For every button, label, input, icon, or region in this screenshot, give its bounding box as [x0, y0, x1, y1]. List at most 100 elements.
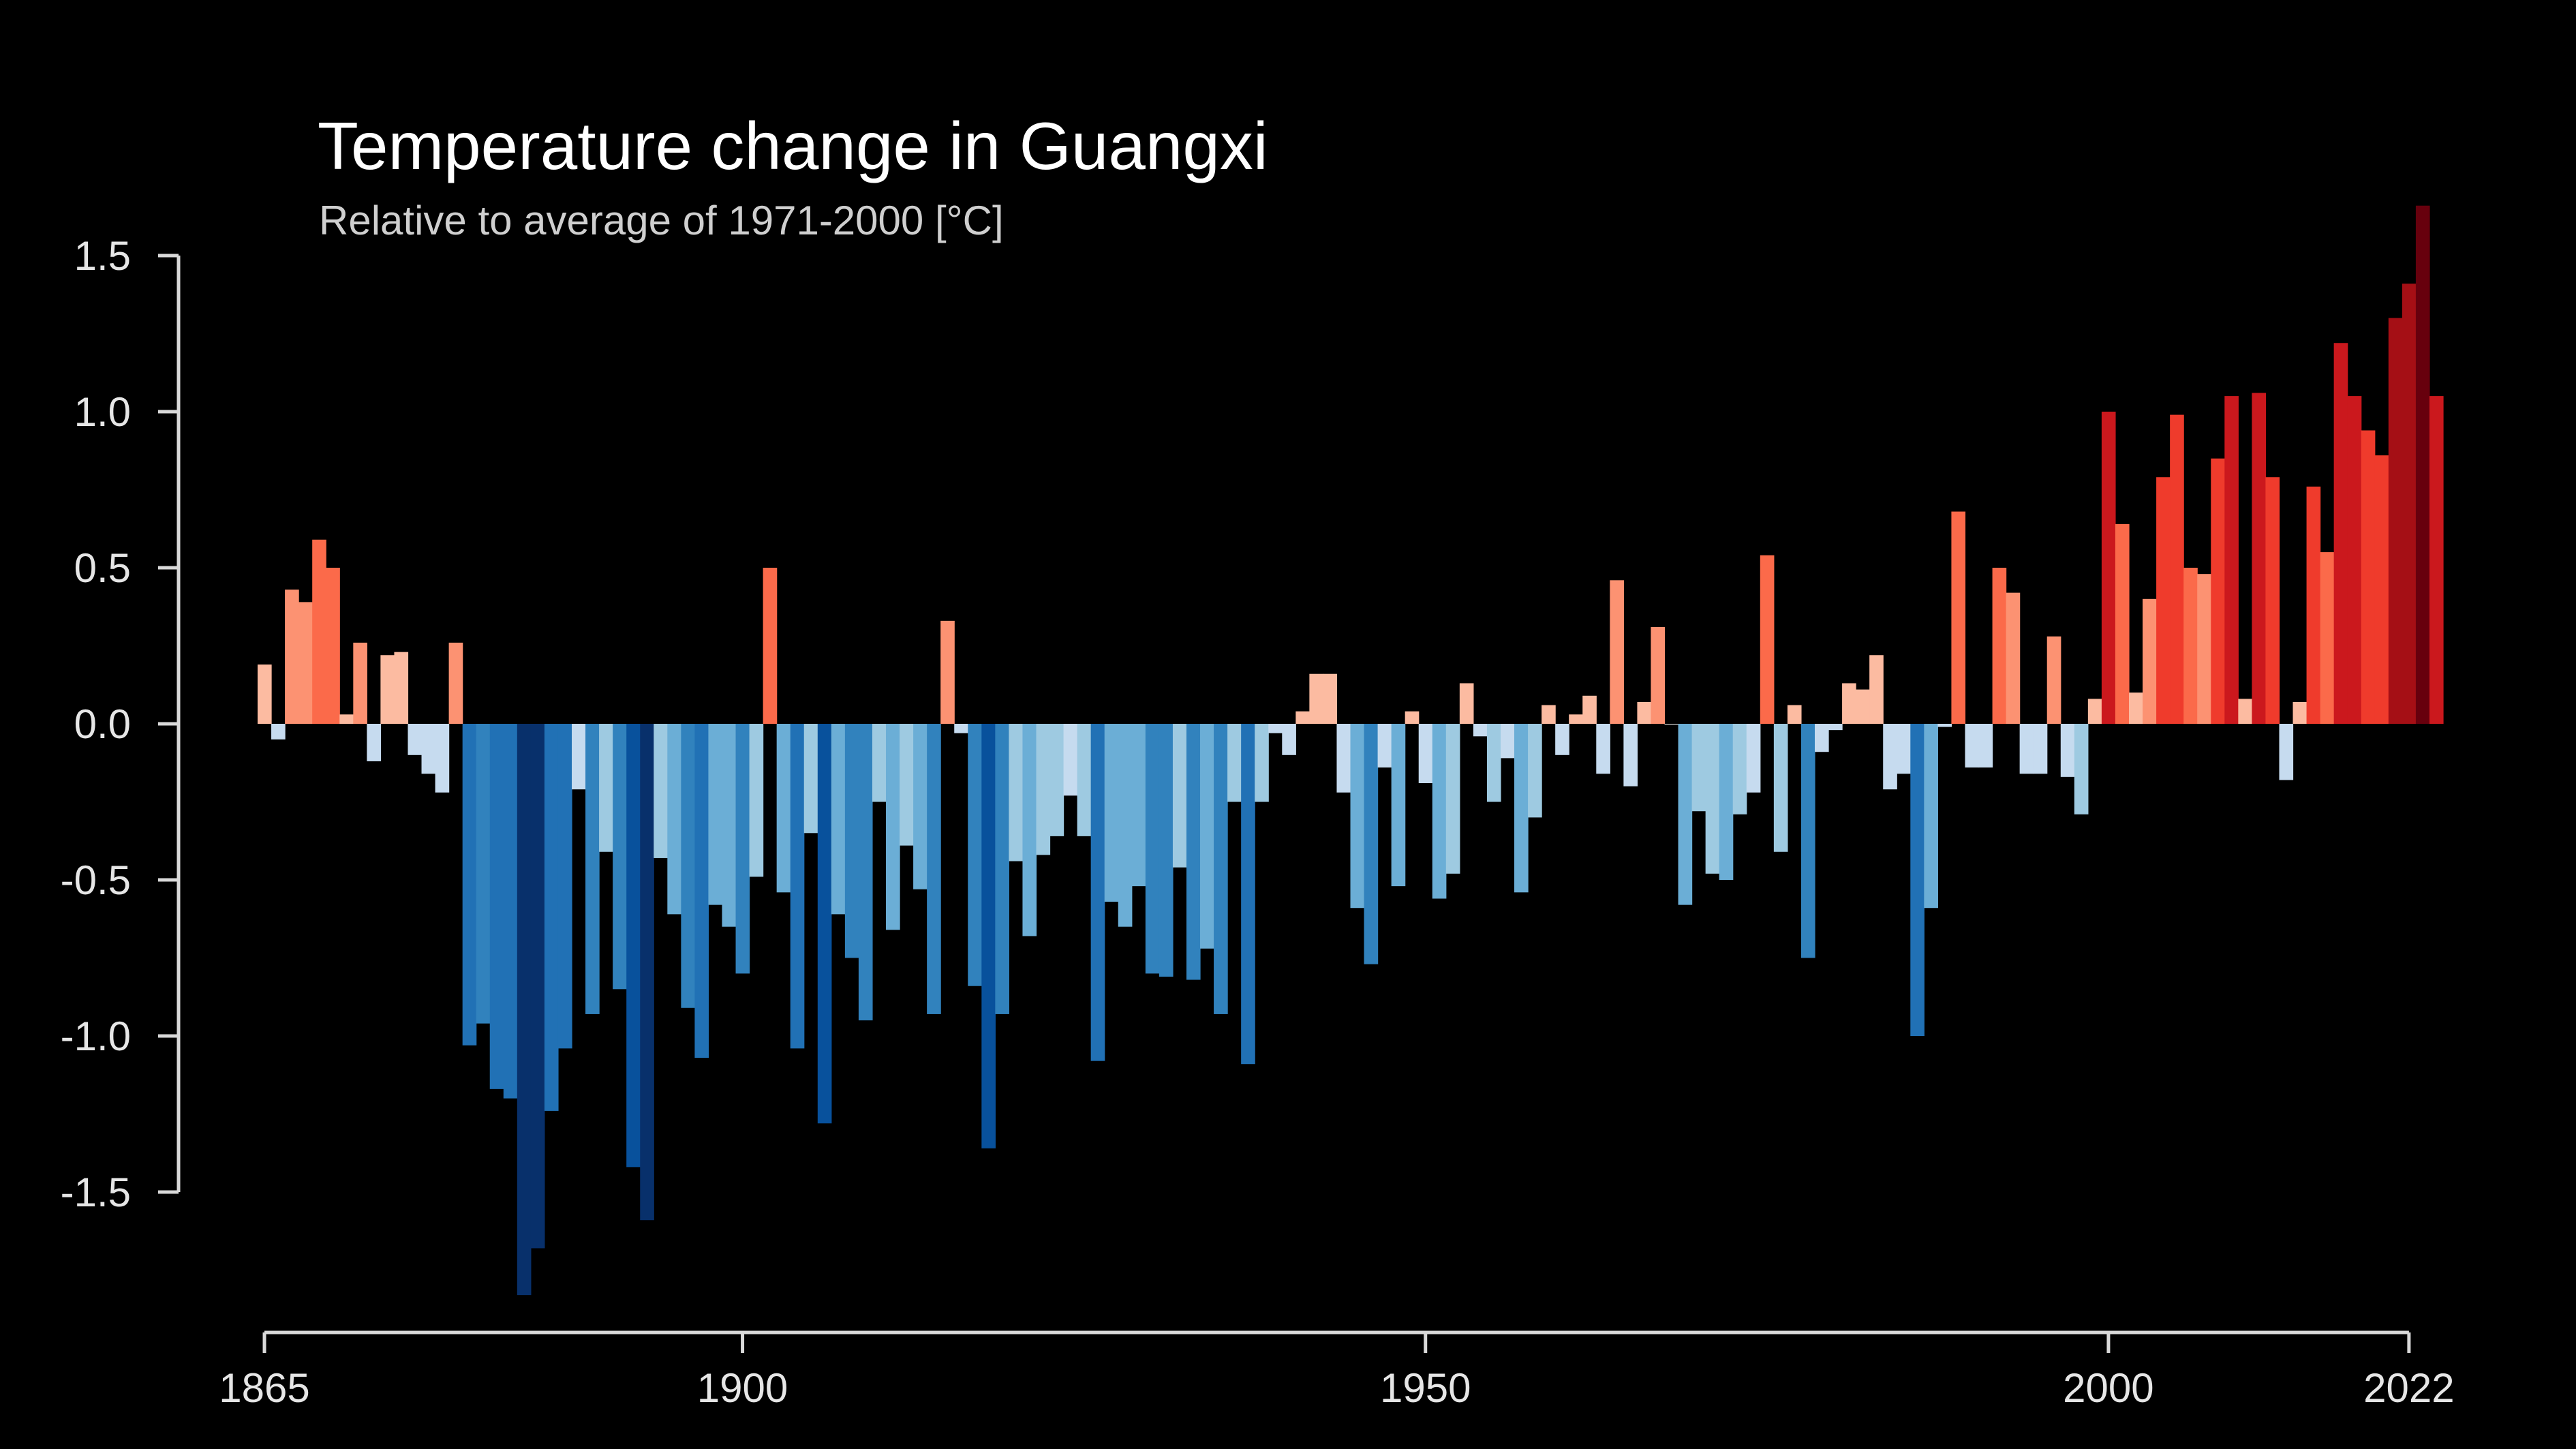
bar-2011	[2252, 393, 2267, 724]
bar-1883	[503, 724, 518, 1099]
bar-1991	[1978, 724, 1993, 768]
bar-1974	[1746, 724, 1761, 793]
bar-1946	[1364, 724, 1379, 964]
bar-1942	[1309, 673, 1324, 724]
bar-2024	[2429, 396, 2444, 724]
bar-2012	[2265, 477, 2280, 724]
bar-1904	[790, 724, 805, 1049]
bar-2019	[2361, 430, 2376, 724]
bar-1893	[640, 724, 654, 1221]
bar-1882	[489, 724, 504, 1089]
bar-1879	[448, 642, 463, 724]
bar-1910	[872, 724, 887, 802]
bar-1941	[1295, 711, 1310, 724]
bar-1930	[1145, 724, 1160, 974]
bar-1898	[708, 724, 723, 905]
bar-1872	[353, 642, 367, 724]
chart-subtitle: Relative to average of 1971-2000 [°C]	[319, 198, 1004, 243]
bar-1921	[1022, 724, 1037, 936]
bar-1901	[749, 724, 764, 877]
bar-2018	[2347, 396, 2362, 724]
bar-1950	[1418, 724, 1433, 784]
y-tick-label: -1.5	[61, 1170, 131, 1215]
bar-2007	[2197, 574, 2211, 724]
bar-1919	[995, 724, 1009, 1014]
x-tick-label: 1865	[219, 1365, 309, 1411]
bar-1962	[1582, 695, 1597, 724]
bar-1915	[940, 620, 955, 724]
y-tick-label: 0.5	[74, 545, 131, 591]
bar-1985	[1897, 724, 1911, 774]
bar-1955	[1486, 724, 1501, 802]
bar-2021	[2388, 318, 2403, 724]
bar-1935	[1214, 724, 1228, 1014]
bar-2015	[2306, 486, 2321, 724]
bar-1945	[1350, 724, 1365, 909]
bar-1869	[312, 539, 326, 724]
bars-layer	[258, 205, 2444, 1296]
bar-1896	[681, 724, 695, 1008]
bar-1906	[817, 724, 832, 1124]
bar-1914	[927, 724, 941, 1014]
bar-1931	[1159, 724, 1174, 977]
bar-1978	[1800, 724, 1815, 958]
bar-2005	[2170, 414, 2184, 724]
chart-title: Temperature change in Guangxi	[318, 108, 1268, 183]
bar-1885	[530, 724, 545, 1249]
bar-1911	[886, 724, 900, 930]
bar-2001	[2115, 523, 2130, 724]
bar-1868	[298, 602, 313, 724]
bar-1963	[1596, 724, 1610, 774]
bar-1902	[763, 568, 778, 724]
bar-1995	[2033, 724, 2048, 774]
x-tick-label: 2022	[2363, 1365, 2454, 1411]
bar-1909	[858, 724, 873, 1021]
bar-1988	[1937, 724, 1952, 727]
bar-1980	[1828, 724, 1843, 731]
bar-1992	[1992, 568, 2007, 724]
bar-1957	[1514, 724, 1529, 893]
bar-2023	[2415, 205, 2430, 724]
x-tick-label: 1900	[697, 1365, 788, 1411]
bar-1878	[435, 724, 450, 793]
bar-1965	[1623, 724, 1638, 787]
bar-1987	[1924, 724, 1938, 909]
bar-1939	[1268, 724, 1283, 733]
bar-1908	[844, 724, 859, 958]
bar-1867	[285, 590, 299, 724]
bar-1949	[1405, 711, 1420, 724]
bar-1866	[271, 724, 286, 739]
bar-1956	[1500, 724, 1515, 759]
bar-1970	[1691, 724, 1706, 812]
bar-1934	[1200, 724, 1214, 949]
bar-1964	[1610, 580, 1624, 724]
bar-1881	[476, 724, 491, 1024]
bar-1894	[654, 724, 668, 858]
bar-1875	[394, 652, 409, 724]
bar-1929	[1131, 724, 1146, 887]
bar-1891	[613, 724, 627, 990]
bar-1998	[2074, 724, 2089, 814]
bar-1952	[1445, 724, 1460, 874]
bar-1986	[1910, 724, 1925, 1036]
bar-1976	[1773, 724, 1788, 852]
bar-1990	[1965, 724, 1980, 768]
bar-1948	[1391, 724, 1406, 887]
bar-1999	[2087, 699, 2102, 724]
bar-1982	[1856, 689, 1870, 724]
bar-1903	[776, 724, 791, 893]
bar-1917	[968, 724, 982, 986]
bar-2022	[2402, 284, 2417, 724]
bar-1943	[1323, 673, 1338, 724]
bar-1951	[1432, 724, 1447, 899]
bar-1975	[1760, 555, 1775, 724]
bar-1981	[1842, 683, 1856, 724]
bar-1989	[1951, 511, 1966, 724]
bar-1923	[1049, 724, 1064, 836]
bar-1979	[1814, 724, 1829, 752]
bar-1913	[913, 724, 927, 889]
bar-1927	[1104, 724, 1119, 902]
bar-1895	[667, 724, 681, 915]
